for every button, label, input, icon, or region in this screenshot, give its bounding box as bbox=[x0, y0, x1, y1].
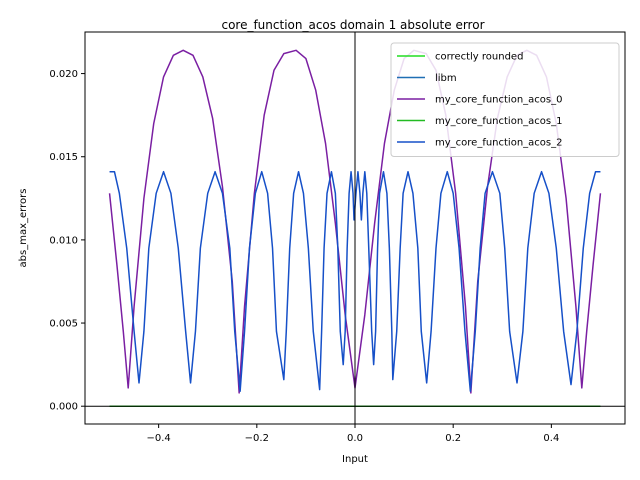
chart-title: core_function_acos domain 1 absolute err… bbox=[221, 18, 484, 32]
y-tick-label: 0.015 bbox=[49, 152, 78, 163]
y-tick-label: 0.020 bbox=[49, 69, 78, 80]
x-tick-label: −0.4 bbox=[146, 433, 170, 444]
x-tick-label: 0.0 bbox=[347, 433, 363, 444]
series-line-my-core-function-acos-2 bbox=[109, 170, 601, 392]
x-tick-label: 0.4 bbox=[543, 433, 559, 444]
legend: correctly rounded libm my_core_function_ac… bbox=[390, 42, 620, 157]
legend-label: correctly rounded bbox=[435, 52, 523, 63]
x-axis-label: Input bbox=[342, 454, 368, 465]
y-tick-label: 0.005 bbox=[49, 319, 78, 330]
legend-label: my_core_function_acos_0 bbox=[435, 95, 563, 106]
x-tick-label: −0.2 bbox=[245, 433, 269, 444]
legend-box bbox=[390, 42, 620, 157]
legend-label: my_core_function_acos_2 bbox=[435, 138, 563, 149]
legend-label: libm bbox=[435, 73, 457, 84]
y-tick-label: 0.000 bbox=[49, 402, 78, 413]
y-axis-label: abs_max_errors bbox=[18, 189, 29, 268]
y-axis-ticks: 0.000 0.005 0.010 0.015 0.020 bbox=[49, 69, 85, 413]
x-tick-label: 0.2 bbox=[445, 433, 461, 444]
y-tick-label: 0.010 bbox=[49, 235, 78, 246]
legend-label: my_core_function_acos_1 bbox=[435, 116, 563, 127]
x-axis-ticks: −0.4 −0.2 0.0 0.2 0.4 bbox=[146, 424, 559, 444]
